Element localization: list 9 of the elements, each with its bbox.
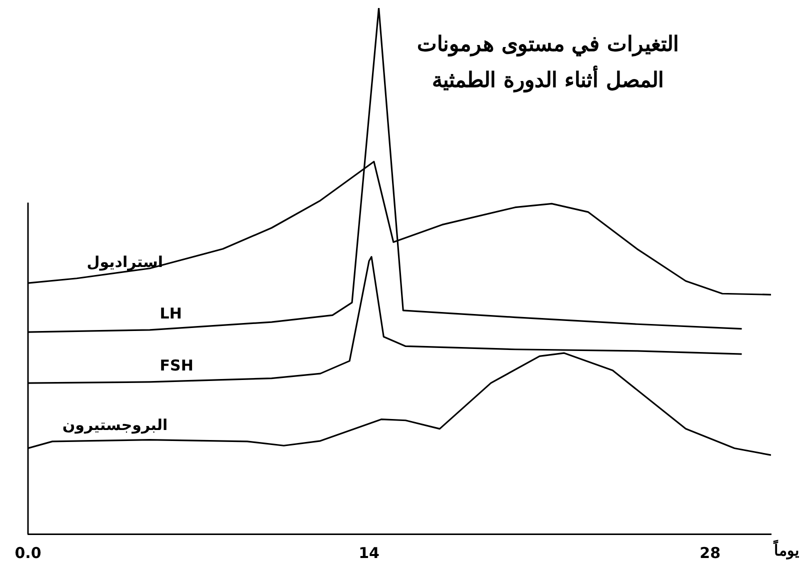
series-label: LH	[160, 304, 182, 322]
text: التغيرات في مستوى هرمونات المصل أثناء الدورة الطمثية	[416, 30, 680, 94]
x-tick-label: 14	[358, 544, 380, 562]
series-label: البروجستيرون	[62, 416, 168, 434]
x-tick-label: 28	[700, 544, 721, 562]
series-label: FSH	[160, 356, 194, 374]
x-tick-label: 0.0	[14, 544, 42, 562]
x-axis-title: يوماً	[773, 539, 799, 560]
series-label: استراديول	[86, 252, 163, 271]
